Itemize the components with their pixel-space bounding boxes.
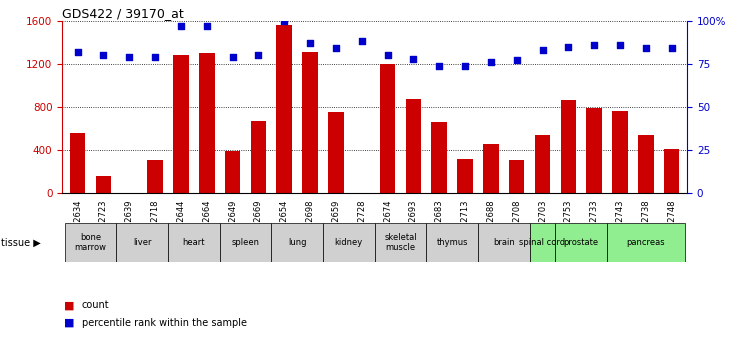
Point	[666, 46, 678, 51]
Text: spinal cord: spinal cord	[520, 238, 566, 247]
Point	[253, 52, 265, 58]
Text: GDS422 / 39170_at: GDS422 / 39170_at	[62, 7, 184, 20]
Bar	[613, 111, 628, 193]
Point	[98, 52, 110, 58]
Bar	[116, 223, 168, 262]
Bar	[664, 149, 679, 193]
Text: prostate: prostate	[564, 238, 599, 247]
Point	[407, 56, 419, 61]
Bar	[535, 135, 550, 193]
Text: bone
marrow: bone marrow	[75, 233, 107, 252]
Bar	[374, 223, 426, 262]
Bar	[70, 133, 86, 193]
Point	[124, 54, 135, 60]
Bar	[303, 52, 318, 193]
Point	[304, 40, 316, 46]
Bar	[483, 144, 499, 193]
Text: skeletal
muscle: skeletal muscle	[385, 233, 417, 252]
Bar	[529, 223, 556, 262]
Point	[459, 63, 471, 68]
Text: percentile rank within the sample: percentile rank within the sample	[82, 318, 247, 327]
Bar	[458, 159, 473, 193]
Point	[614, 42, 626, 48]
Text: heart: heart	[183, 238, 205, 247]
Point	[485, 59, 496, 65]
Point	[382, 52, 393, 58]
Bar	[199, 53, 214, 193]
Point	[640, 46, 651, 51]
Text: liver: liver	[133, 238, 151, 247]
Point	[588, 42, 600, 48]
Bar	[478, 223, 529, 262]
Bar	[509, 160, 524, 193]
Point	[537, 47, 548, 53]
Bar	[426, 223, 478, 262]
Bar	[225, 151, 240, 193]
Point	[72, 49, 83, 55]
Point	[201, 23, 213, 29]
Bar	[561, 100, 576, 193]
Bar	[380, 64, 395, 193]
Bar	[96, 176, 111, 193]
Point	[279, 18, 290, 23]
Text: tissue ▶: tissue ▶	[1, 238, 41, 248]
Bar	[251, 121, 266, 193]
Text: brain: brain	[493, 238, 515, 247]
Text: kidney: kidney	[335, 238, 363, 247]
Bar	[323, 223, 374, 262]
Bar	[173, 55, 189, 193]
Point	[562, 44, 574, 49]
Bar	[168, 223, 220, 262]
Point	[227, 54, 238, 60]
Bar	[431, 122, 447, 193]
Point	[330, 46, 342, 51]
Bar	[65, 223, 116, 262]
Bar	[556, 223, 607, 262]
Bar	[271, 223, 323, 262]
Text: ■: ■	[64, 318, 74, 327]
Text: count: count	[82, 300, 110, 310]
Bar	[328, 112, 344, 193]
Bar	[607, 223, 684, 262]
Bar	[148, 160, 163, 193]
Point	[356, 39, 368, 44]
Text: lung: lung	[288, 238, 306, 247]
Text: ■: ■	[64, 300, 74, 310]
Point	[149, 54, 161, 60]
Text: spleen: spleen	[232, 238, 260, 247]
Bar	[276, 25, 292, 193]
Text: pancreas: pancreas	[626, 238, 665, 247]
Point	[175, 23, 187, 29]
Bar	[638, 135, 654, 193]
Bar	[220, 223, 271, 262]
Text: thymus: thymus	[436, 238, 468, 247]
Bar	[406, 99, 421, 193]
Bar	[586, 108, 602, 193]
Point	[433, 63, 445, 68]
Point	[511, 58, 523, 63]
